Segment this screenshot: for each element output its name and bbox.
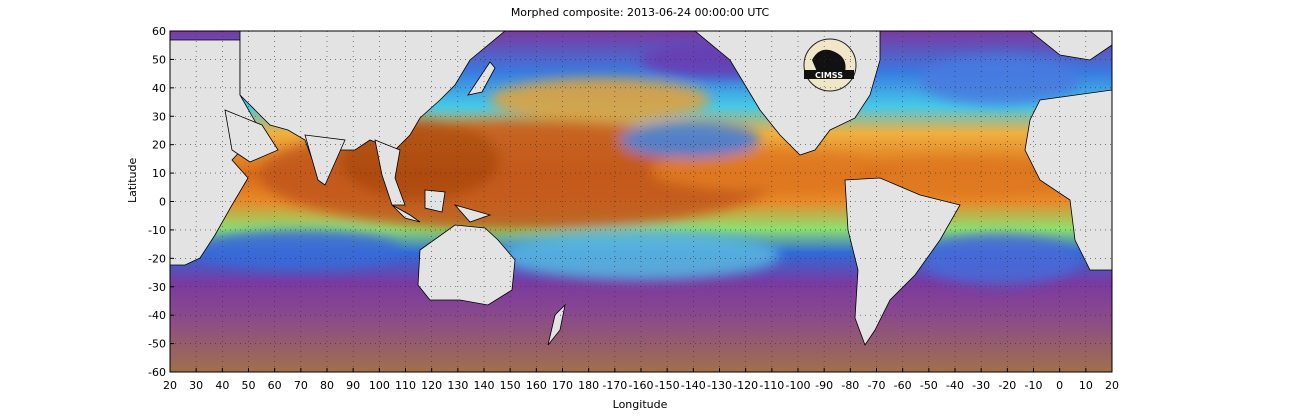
y-tick-label: 30 bbox=[152, 110, 166, 123]
y-tick-label: 20 bbox=[152, 139, 166, 152]
y-axis-ticks: 60 50 40 30 20 10 0 -10 -20 -30 -40 -50 -60 bbox=[148, 25, 174, 379]
x-tick-label: -30 bbox=[972, 379, 990, 392]
x-tick-label: -100 bbox=[786, 379, 811, 392]
y-tick-label: 0 bbox=[159, 196, 166, 209]
x-tick-label: 40 bbox=[215, 379, 229, 392]
x-tick-label: 60 bbox=[268, 379, 282, 392]
logo-text: CIMSS bbox=[815, 71, 843, 80]
x-tick-label: -140 bbox=[681, 379, 706, 392]
y-tick-label: -40 bbox=[148, 309, 166, 322]
x-tick-label: 120 bbox=[421, 379, 442, 392]
y-tick-label: -50 bbox=[148, 338, 166, 351]
x-tick-label: 160 bbox=[526, 379, 547, 392]
x-tick-label: 130 bbox=[447, 379, 468, 392]
x-tick-label: -60 bbox=[894, 379, 912, 392]
x-tick-label: 180 bbox=[578, 379, 599, 392]
x-tick-label: 20 bbox=[163, 379, 177, 392]
x-tick-label: 30 bbox=[189, 379, 203, 392]
y-tick-label: 60 bbox=[152, 25, 166, 38]
x-tick-label: -110 bbox=[759, 379, 784, 392]
x-tick-label: -70 bbox=[868, 379, 886, 392]
x-tick-label: -40 bbox=[946, 379, 964, 392]
precipitable-water-field: CIMSS bbox=[170, 31, 1112, 372]
x-tick-label: 140 bbox=[474, 379, 495, 392]
graticule bbox=[170, 31, 1112, 372]
x-tick-label: -160 bbox=[629, 379, 654, 392]
y-tick-label: -30 bbox=[148, 281, 166, 294]
x-tick-label: 80 bbox=[320, 379, 334, 392]
continents bbox=[170, 31, 1112, 346]
x-tick-label: -50 bbox=[920, 379, 938, 392]
x-tick-label: -150 bbox=[655, 379, 680, 392]
x-tick-label: -80 bbox=[841, 379, 859, 392]
x-tick-label: -10 bbox=[1025, 379, 1043, 392]
x-tick-label: 10 bbox=[1079, 379, 1093, 392]
x-tick-label: -90 bbox=[815, 379, 833, 392]
x-tick-label: 170 bbox=[552, 379, 573, 392]
x-tick-label: 70 bbox=[294, 379, 308, 392]
x-tick-label: 20 bbox=[1105, 379, 1119, 392]
x-tick-label: 90 bbox=[346, 379, 360, 392]
x-axis-ticks: 20 30 40 50 60 70 80 90 100 110 120 130 140 150 160 170… bbox=[163, 368, 1119, 392]
x-tick-label: 150 bbox=[500, 379, 521, 392]
x-tick-label: 110 bbox=[395, 379, 416, 392]
x-axis-label: Longitude bbox=[612, 398, 668, 411]
y-tick-label: -20 bbox=[148, 252, 166, 265]
x-tick-label: -20 bbox=[998, 379, 1016, 392]
x-tick-label: -170 bbox=[602, 379, 627, 392]
x-tick-label: 50 bbox=[242, 379, 256, 392]
x-tick-label: 0 bbox=[1056, 379, 1063, 392]
x-tick-label: -120 bbox=[733, 379, 758, 392]
y-tick-label: 40 bbox=[152, 82, 166, 95]
y-tick-label: -10 bbox=[148, 224, 166, 237]
x-tick-label: 100 bbox=[369, 379, 390, 392]
y-tick-label: 10 bbox=[152, 167, 166, 180]
map-title: Morphed composite: 2013-06-24 00:00:00 U… bbox=[510, 6, 770, 19]
x-tick-label: -130 bbox=[707, 379, 732, 392]
cimss-logo bbox=[803, 38, 857, 92]
y-tick-label: 50 bbox=[152, 53, 166, 66]
y-tick-label: -60 bbox=[148, 366, 166, 379]
